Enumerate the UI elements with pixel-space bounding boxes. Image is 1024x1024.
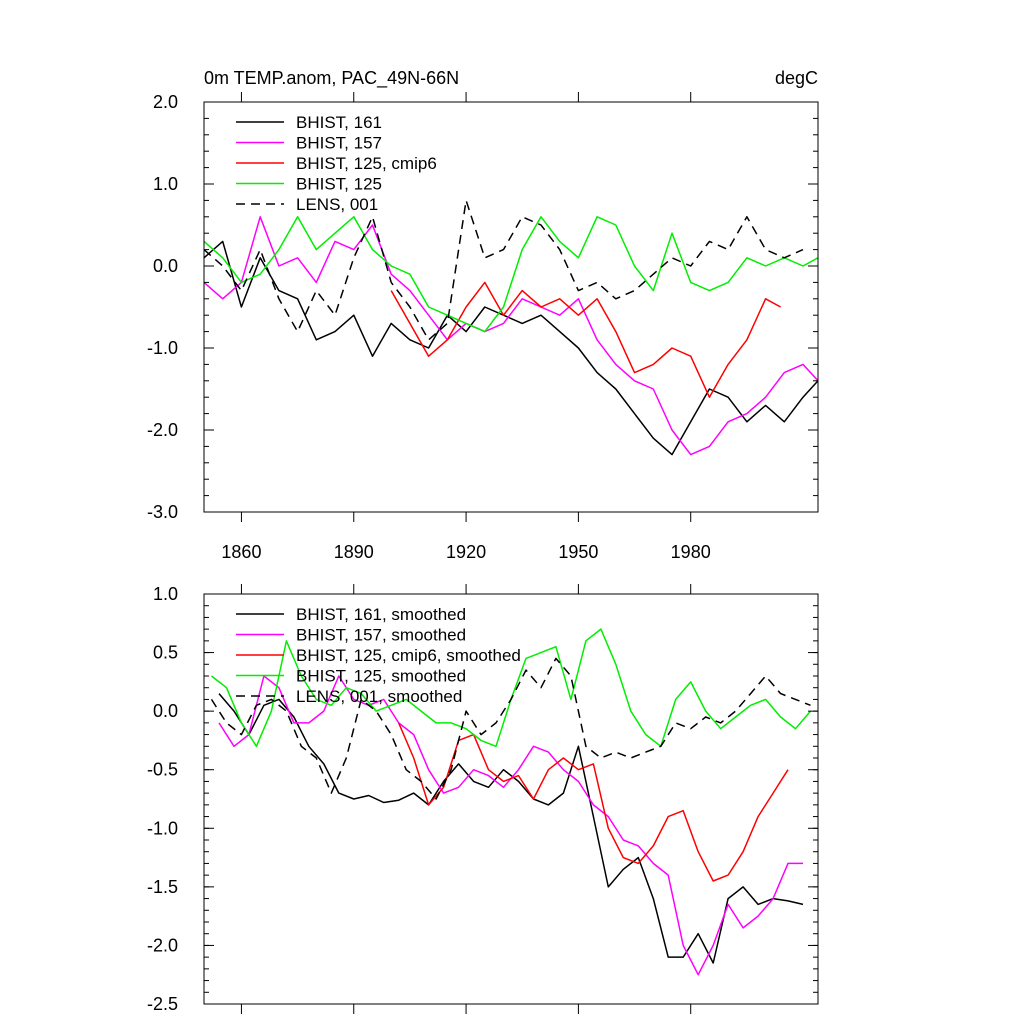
bottom-legend-label-4: BHIST, 125, smoothed <box>296 667 466 686</box>
top-series-line-2 <box>203 216 819 456</box>
top-y-tick-label: 0.0 <box>153 256 178 276</box>
bottom-y-tick-label: -0.5 <box>147 760 178 780</box>
top-y-tick-label: -3.0 <box>147 502 178 522</box>
bottom-legend-label-2: BHIST, 157, smoothed <box>296 626 466 645</box>
bottom-y-tick-label: 1.0 <box>153 584 178 604</box>
bottom-legend-label-3: BHIST, 125, cmip6, smoothed <box>296 646 521 665</box>
top-legend-label-2: BHIST, 157 <box>296 134 382 153</box>
x-tick-label: 1980 <box>671 542 711 562</box>
top-series-line-4 <box>203 216 819 333</box>
top-y-tick-label: 1.0 <box>153 174 178 194</box>
bottom-series-line-2 <box>218 675 803 976</box>
top-legend-label-3: BHIST, 125, cmip6 <box>296 154 437 173</box>
x-tick-label: 1890 <box>334 542 374 562</box>
bottom-legend-label-5: LENS, 001, smoothed <box>296 687 462 706</box>
top-panel-units: degC <box>775 68 818 88</box>
top-series-lines <box>203 199 819 456</box>
top-legend-label-4: BHIST, 125 <box>296 175 382 194</box>
top-legend-label-5: LENS, 001 <box>296 195 378 214</box>
top-panel-title: 0m TEMP.anom, PAC_49N-66N <box>204 68 459 89</box>
top-y-tick-label: 2.0 <box>153 92 178 112</box>
top-y-tick-label: -2.0 <box>147 420 178 440</box>
top-y-tick-label: -1.0 <box>147 338 178 358</box>
x-tick-label: 1920 <box>446 542 486 562</box>
bottom-series-line-5 <box>210 657 811 800</box>
bottom-ticks: 1.0 0.5 0.0 -0.5 -1.0 -1.5 -2.0 -2.5 <box>147 584 818 1014</box>
bottom-plot-frame <box>203 593 819 1005</box>
top-legend-label-1: BHIST, 161 <box>296 113 382 132</box>
top-plot-frame <box>203 101 819 513</box>
bottom-y-tick-label: -2.5 <box>147 994 178 1014</box>
bottom-y-tick-label: 0.0 <box>153 701 178 721</box>
bottom-series-lines <box>210 628 812 976</box>
top-series-line-1 <box>203 240 819 456</box>
bottom-y-tick-label: -1.0 <box>147 818 178 838</box>
top-series-line-5 <box>203 199 804 341</box>
bottom-series-line-3 <box>398 722 789 882</box>
bottom-y-tick-label: 0.5 <box>153 643 178 663</box>
bottom-series-line-1 <box>218 693 804 964</box>
x-tick-label: 1860 <box>221 542 261 562</box>
top-ticks: 2.0 1.0 0.0 -1.0 -2.0 -3.0 1860 1890 1920 1950 198… <box>147 92 818 562</box>
top-panel: 0m TEMP.anom, PAC_49N-66N degC 2.0 1.0 0.0… <box>147 68 819 562</box>
bottom-y-tick-label: -2.0 <box>147 935 178 955</box>
bottom-legend: BHIST, 161, smoothed BHIST, 157, smoothed… <box>236 605 521 706</box>
x-tick-label: 1950 <box>558 542 598 562</box>
bottom-legend-label-1: BHIST, 161, smoothed <box>296 605 466 624</box>
top-series-line-3 <box>390 281 781 398</box>
bottom-panel: 1.0 0.5 0.0 -0.5 -1.0 -1.5 -2.0 -2.5 BHIST, 161… <box>147 584 819 1014</box>
bottom-y-tick-label: -1.5 <box>147 877 178 897</box>
